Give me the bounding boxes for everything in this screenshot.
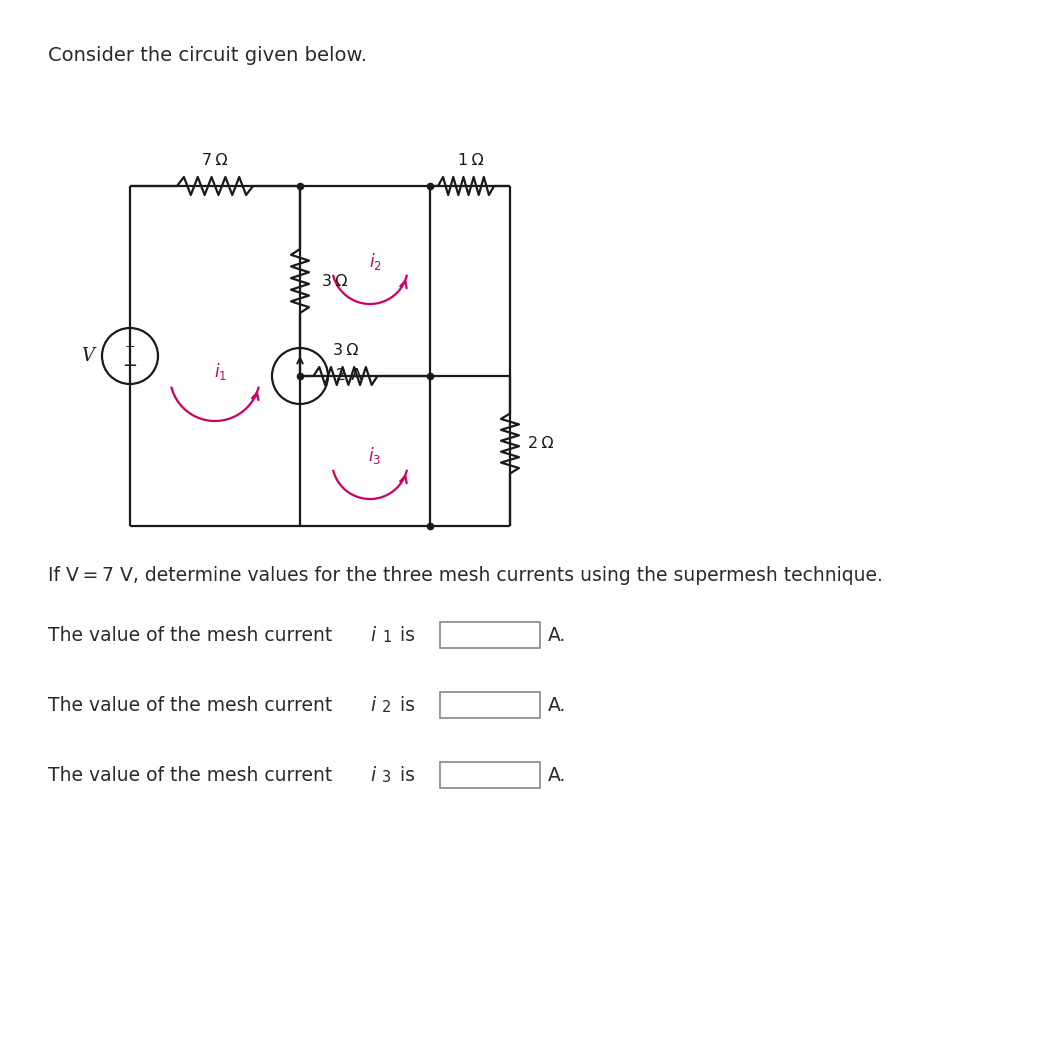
Text: 3 Ω: 3 Ω <box>333 343 358 358</box>
Text: 2 A: 2 A <box>336 369 362 383</box>
Text: $i_3$: $i_3$ <box>369 446 381 467</box>
Text: 3 Ω: 3 Ω <box>322 274 347 288</box>
Text: $i$: $i$ <box>370 626 377 645</box>
Text: A.: A. <box>548 696 566 715</box>
Text: −: − <box>122 357 137 375</box>
Text: $i$: $i$ <box>370 696 377 715</box>
Text: is: is <box>394 626 415 645</box>
Text: Consider the circuit given below.: Consider the circuit given below. <box>48 46 367 65</box>
Text: The value of the mesh current: The value of the mesh current <box>48 766 338 785</box>
Text: A.: A. <box>548 766 566 785</box>
Text: 7 Ω: 7 Ω <box>202 153 228 168</box>
Text: If V = 7 V, determine values for the three mesh currents using the supermesh tec: If V = 7 V, determine values for the thr… <box>48 566 883 585</box>
Text: +: + <box>125 340 135 354</box>
Bar <box>440 692 540 718</box>
Text: 1: 1 <box>382 630 392 645</box>
Text: is: is <box>394 696 415 715</box>
Text: 2 Ω: 2 Ω <box>528 436 553 451</box>
Text: A.: A. <box>548 626 566 645</box>
Text: $i_2$: $i_2$ <box>369 250 381 271</box>
Text: V: V <box>81 347 94 365</box>
Text: 2: 2 <box>382 700 392 715</box>
Text: The value of the mesh current: The value of the mesh current <box>48 696 338 715</box>
Text: is: is <box>394 766 415 785</box>
Text: $i$: $i$ <box>370 766 377 785</box>
Text: 1 Ω: 1 Ω <box>458 153 484 168</box>
Text: The value of the mesh current: The value of the mesh current <box>48 626 338 645</box>
Text: $i_1$: $i_1$ <box>213 360 226 381</box>
Bar <box>440 762 540 788</box>
Text: 3: 3 <box>382 770 391 785</box>
Bar <box>440 622 540 648</box>
